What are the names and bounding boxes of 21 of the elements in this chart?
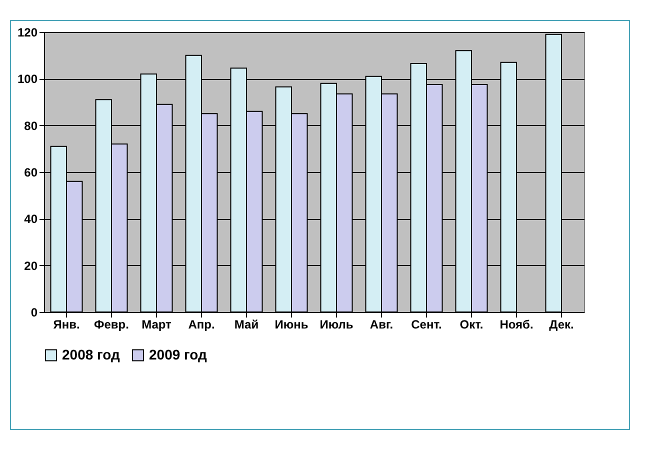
x-tick-label: Авг. — [370, 318, 394, 332]
x-tick-label: Май — [234, 318, 259, 332]
y-tick-label: 40 — [24, 212, 38, 226]
y-tick-label: 120 — [17, 26, 38, 40]
x-tick-label: Июль — [320, 318, 354, 332]
x-tick-label: Февр. — [94, 318, 129, 332]
y-tick-label: 100 — [17, 72, 38, 86]
x-tick-label: Апр. — [188, 318, 215, 332]
y-tick-label: 80 — [24, 118, 38, 133]
x-tick-label: Окт. — [460, 318, 484, 332]
legend-label: 2008 год — [62, 346, 120, 362]
y-tick-label: 60 — [24, 166, 38, 180]
x-tick-label: Нояб. — [500, 318, 534, 332]
x-tick-label: Янв. — [53, 318, 80, 332]
y-tick-label: 0 — [30, 306, 38, 320]
x-tick-label: Сент. — [411, 318, 442, 332]
x-tick-label: Март — [142, 318, 172, 332]
x-tick-label: Дек. — [549, 318, 574, 332]
x-tick-label: Июнь — [274, 318, 308, 332]
legend-label: 2009 год — [149, 346, 208, 362]
y-tick-label: 20 — [24, 258, 38, 273]
